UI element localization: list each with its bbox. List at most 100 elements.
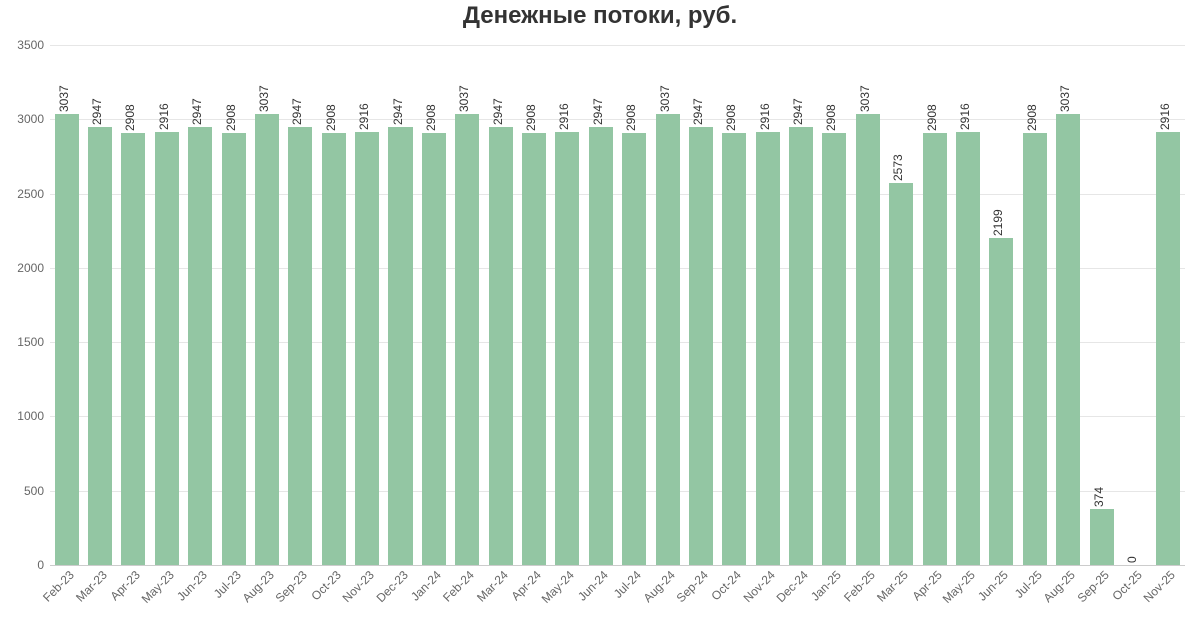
gridline [50,342,1185,343]
x-axis-tick-label: Mar-25 [874,568,911,605]
bar-value-label: 2908 [224,104,238,131]
bar-value-label: 3037 [658,85,672,112]
x-axis-tick-label: Aug-23 [240,568,277,605]
bar-value-label: 3037 [457,85,471,112]
x-axis-tick-label: Aug-25 [1041,568,1078,605]
x-axis-tick-label: Jun-25 [975,568,1011,604]
chart-bar: 2908 [522,133,546,565]
gridline [50,268,1185,269]
bar-value-label: 2916 [357,103,371,130]
x-axis-tick-label: Apr-23 [108,568,143,603]
chart-bar: 2947 [689,127,713,565]
x-axis-tick-label: Jul-24 [611,568,644,601]
y-axis-tick-label: 1500 [17,335,50,349]
chart-bar: 2947 [188,127,212,565]
bar-value-label: 2916 [157,103,171,130]
x-axis-tick-label: Nov-24 [740,568,777,605]
bar-value-label: 2947 [90,98,104,125]
chart-bar: 2947 [489,127,513,565]
chart-bar: 2908 [822,133,846,565]
axis-baseline [50,565,1185,566]
gridline [50,194,1185,195]
bar-value-label: 2908 [824,104,838,131]
gridline [50,45,1185,46]
bar-value-label: 3037 [257,85,271,112]
y-axis-tick-label: 1000 [17,409,50,423]
y-axis-tick-label: 0 [37,558,50,572]
x-axis-tick-label: Sep-25 [1074,568,1111,605]
bar-value-label: 2908 [524,104,538,131]
bar-value-label: 2908 [724,104,738,131]
chart-bar: 2908 [923,133,947,565]
x-axis-tick-label: Mar-23 [73,568,110,605]
gridline [50,416,1185,417]
x-axis-tick-label: Sep-23 [273,568,310,605]
x-axis-tick-label: Oct-25 [1109,568,1144,603]
chart-bar: 2916 [1156,132,1180,565]
chart-bar: 2908 [322,133,346,565]
chart-bar: 2947 [789,127,813,565]
bar-value-label: 2908 [424,104,438,131]
x-axis-tick-label: Apr-24 [509,568,544,603]
x-axis-tick-label: Apr-25 [909,568,944,603]
bar-value-label: 2908 [324,104,338,131]
x-axis-tick-label: Jan-24 [408,568,444,604]
bar-value-label: 2947 [491,98,505,125]
x-axis-tick-label: Dec-24 [774,568,811,605]
x-axis-tick-label: Feb-25 [841,568,878,605]
bar-value-label: 2908 [624,104,638,131]
bar-value-label: 3037 [57,85,71,112]
chart-bar: 374 [1090,509,1114,565]
bar-value-label: 2947 [190,98,204,125]
bar-value-label: 2947 [691,98,705,125]
y-axis-tick-label: 500 [24,484,50,498]
chart-bar: 3037 [1056,114,1080,565]
x-axis-tick-label: May-24 [539,568,577,606]
bar-value-label: 3037 [1058,85,1072,112]
y-axis-tick-label: 2500 [17,187,50,201]
x-axis-tick-label: Feb-23 [40,568,77,605]
chart-bar: 3037 [455,114,479,565]
gridline [50,491,1185,492]
chart-bar: 2573 [889,183,913,565]
x-axis-tick-label: Jul-23 [210,568,243,601]
chart-bar: 2908 [121,133,145,565]
chart-bar: 2908 [1023,133,1047,565]
bar-value-label: 2947 [290,98,304,125]
chart-bar: 2947 [388,127,412,565]
chart-bar: 2916 [555,132,579,565]
bar-value-label: 2947 [391,98,405,125]
bar-value-label: 2916 [958,103,972,130]
chart-bar: 3037 [55,114,79,565]
x-axis-tick-label: Oct-24 [709,568,744,603]
x-axis-tick-label: Mar-24 [474,568,511,605]
x-axis-tick-label: Jul-25 [1012,568,1045,601]
chart-bar: 2916 [355,132,379,565]
chart-bar: 2908 [622,133,646,565]
cashflow-bar-chart: Денежные потоки, руб. 050010001500200025… [0,0,1200,625]
x-axis-tick-label: Jun-23 [174,568,210,604]
x-axis-tick-label: Nov-23 [340,568,377,605]
bar-value-label: 0 [1125,556,1139,563]
bar-value-label: 2916 [758,103,772,130]
bar-value-label: 2916 [557,103,571,130]
chart-bar: 2916 [155,132,179,565]
chart-bar: 2908 [222,133,246,565]
bar-value-label: 2947 [791,98,805,125]
chart-bar: 2199 [989,238,1013,565]
bar-value-label: 2199 [991,210,1005,237]
chart-plot-area: 05001000150020002500300035003037Feb-2329… [50,45,1185,565]
x-axis-tick-label: Dec-23 [373,568,410,605]
chart-bar: 3037 [856,114,880,565]
x-axis-tick-label: May-25 [940,568,978,606]
y-axis-tick-label: 3500 [17,38,50,52]
bar-value-label: 2908 [123,104,137,131]
chart-bar: 3037 [255,114,279,565]
bar-value-label: 2916 [1158,103,1172,130]
x-axis-tick-label: Sep-24 [674,568,711,605]
bar-value-label: 3037 [858,85,872,112]
x-axis-tick-label: Jun-24 [575,568,611,604]
chart-bar: 2916 [756,132,780,565]
chart-bar: 2908 [722,133,746,565]
chart-bar: 2947 [88,127,112,565]
